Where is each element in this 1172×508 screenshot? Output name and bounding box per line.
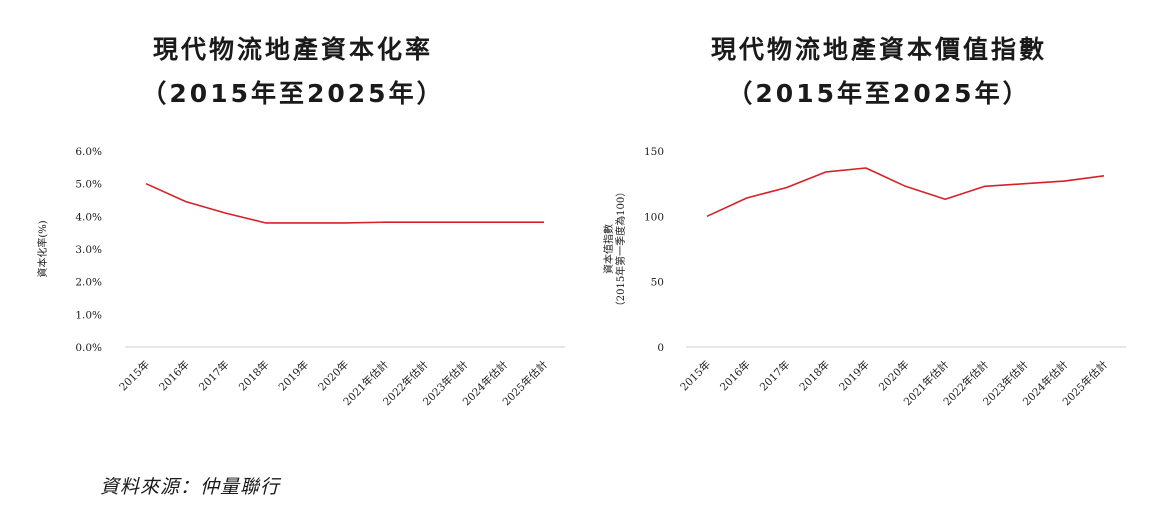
y-axis-label: （2015年第一季度為100） (614, 187, 627, 312)
y-tick-label: 1.0% (75, 309, 102, 321)
x-tick-label: 2020年 (876, 358, 912, 394)
y-tick-label: 50 (651, 277, 664, 289)
y-tick-label: 6.0% (75, 146, 102, 158)
x-tick-label: 2017年 (757, 358, 793, 394)
series-line (145, 182, 544, 224)
x-tick-label: 2017年 (196, 358, 232, 394)
capital-value-index-chart: 現代物流地產資本價值指數 （2015年至2025年） 0 50 100 150 2015… (586, 0, 1172, 460)
source-note: 資料來源：仲量聯行 (100, 476, 281, 498)
x-tick-label: 2015年 (678, 358, 714, 394)
series-line (706, 167, 1105, 218)
y-tick-label: 5.0% (75, 179, 102, 191)
x-tick-label: 2020年 (316, 358, 352, 394)
x-tick-label: 2018年 (797, 358, 833, 394)
chart-title-line1: 現代物流地產資本價值指數 (710, 35, 1047, 64)
y-tick-label: 150 (644, 146, 664, 158)
y-tick-label: 0 (657, 342, 664, 354)
y-tick-label: 3.0% (75, 244, 102, 256)
y-axis-label: 資本化率(%) (36, 220, 49, 277)
chart-title-line1: 現代物流地產資本化率 (152, 35, 433, 64)
chart-plot-area: 0.0%1.0%2.0%3.0%4.0%5.0%6.0%2015年 2016年 20… (36, 146, 565, 408)
x-tick-label: 2018年 (236, 358, 272, 394)
x-tick-label: 2016年 (156, 358, 192, 394)
y-tick-label: 4.0% (75, 211, 102, 223)
chart-title-line2: （2015年至2025年） (727, 79, 1031, 108)
y-tick-label: 100 (644, 211, 664, 223)
x-tick-label: 2019年 (276, 358, 312, 394)
y-axis-label: 資本值指數 (602, 224, 615, 274)
y-tick-label: 0.0% (75, 342, 102, 354)
x-tick-label: 2015年 (117, 358, 153, 394)
y-tick-label: 2.0% (75, 277, 102, 289)
capitalization-rate-chart: 現代物流地產資本化率 （2015年至2025年） 0.0% 1.0% 2.0% 3.0… (0, 0, 586, 460)
x-tick-label: 2016年 (717, 358, 753, 394)
x-tick-label: 2019年 (836, 358, 872, 394)
chart-title-line2: （2015年至2025年） (141, 79, 445, 108)
